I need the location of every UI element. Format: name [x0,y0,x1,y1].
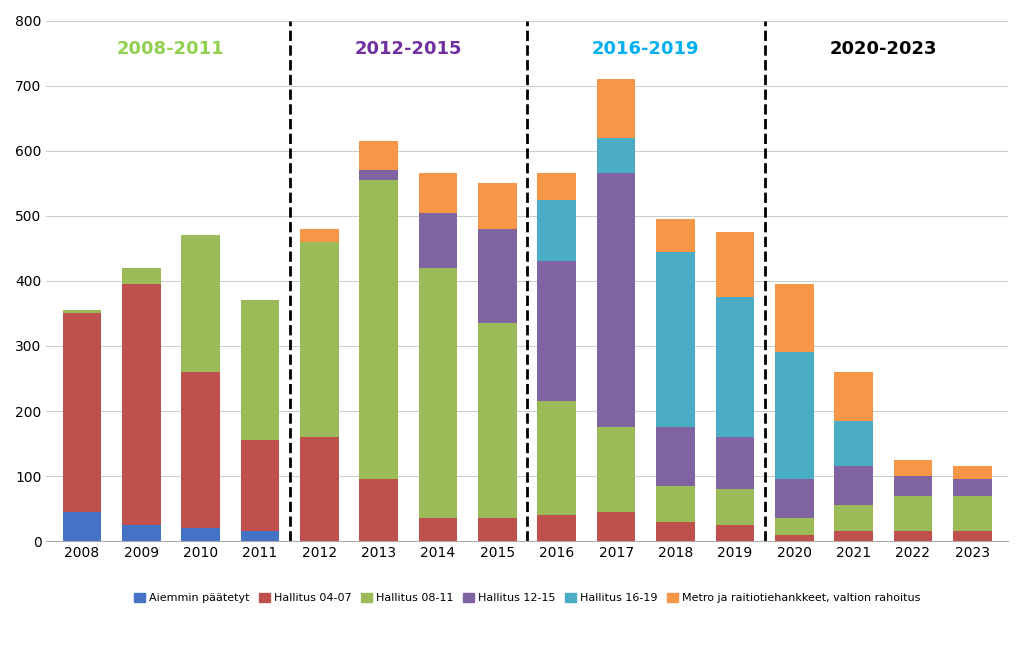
Bar [359,170,398,180]
Text: 2016-2019: 2016-2019 [592,40,699,58]
Bar [478,183,517,229]
Bar [953,466,991,480]
Bar [656,219,695,252]
Text: 2008-2011: 2008-2011 [117,40,224,58]
Bar [419,173,458,213]
Bar [122,525,161,541]
Bar [835,372,872,421]
Bar [716,489,755,525]
Bar [716,437,755,489]
Bar [953,496,991,531]
Bar [359,480,398,541]
Bar [241,300,280,440]
Bar [835,531,872,541]
Bar [656,427,695,486]
Bar [775,353,813,480]
Bar [597,427,636,512]
Bar [62,310,101,313]
Bar [775,284,813,353]
Bar [419,268,458,518]
Bar [835,506,872,531]
Bar [478,518,517,541]
Bar [716,525,755,541]
Bar [775,480,813,518]
Bar [300,242,339,437]
Legend: Aiemmin päätetyt, Hallitus 04-07, Hallitus 08-11, Hallitus 12-15, Hallitus 16-19: Aiemmin päätetyt, Hallitus 04-07, Hallit… [129,589,925,607]
Bar [716,297,755,437]
Text: 2020-2023: 2020-2023 [829,40,937,58]
Bar [62,313,101,512]
Bar [656,522,695,541]
Bar [478,229,517,323]
Text: 2012-2015: 2012-2015 [354,40,462,58]
Bar [359,141,398,170]
Bar [181,529,220,541]
Bar [894,496,932,531]
Bar [597,79,636,138]
Bar [122,284,161,525]
Bar [597,138,636,173]
Bar [656,486,695,522]
Bar [835,466,872,506]
Bar [62,512,101,541]
Bar [538,515,577,541]
Bar [835,421,872,466]
Bar [775,535,813,541]
Bar [300,229,339,242]
Bar [359,180,398,480]
Bar [478,323,517,518]
Bar [597,512,636,541]
Bar [894,476,932,496]
Bar [538,262,577,401]
Bar [300,437,339,541]
Bar [181,372,220,529]
Bar [538,199,577,262]
Bar [656,252,695,427]
Bar [894,531,932,541]
Bar [241,531,280,541]
Bar [775,518,813,535]
Bar [122,268,161,284]
Bar [538,401,577,515]
Bar [597,173,636,427]
Bar [538,173,577,199]
Bar [181,235,220,372]
Bar [953,480,991,496]
Bar [419,213,458,268]
Bar [953,531,991,541]
Bar [419,518,458,541]
Bar [894,460,932,476]
Bar [241,440,280,531]
Bar [716,232,755,297]
